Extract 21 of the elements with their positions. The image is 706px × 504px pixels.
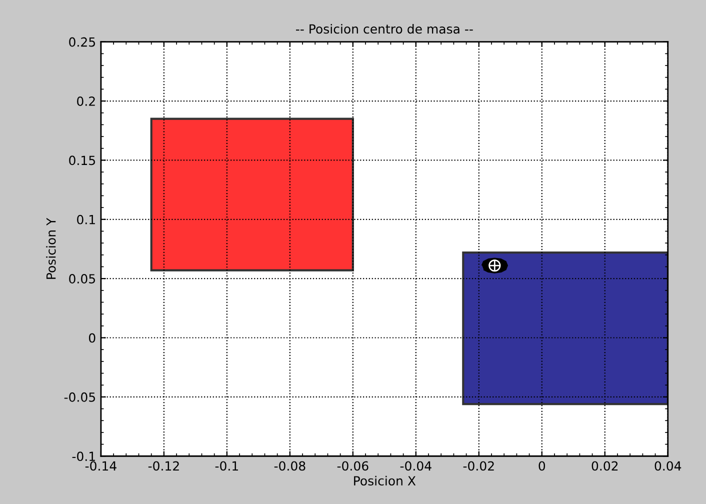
- x-tick-label: -0.14: [85, 461, 116, 471]
- y-tick-label: 0.2: [77, 96, 95, 106]
- y-tick-label: 0.25: [69, 37, 96, 47]
- y-tick-label: 0.05: [69, 274, 96, 284]
- y-tick-label: 0.15: [69, 156, 96, 166]
- x-tick-label: -0.04: [400, 461, 432, 471]
- x-tick-label: -0.12: [148, 461, 179, 471]
- y-tick-label: 0: [88, 333, 96, 343]
- y-tick-label: 0.1: [77, 214, 95, 224]
- x-tick-label: 0.02: [592, 461, 618, 471]
- x-tick-label: -0.08: [274, 461, 306, 471]
- chart-title: -- Posicion centro de masa --: [296, 24, 473, 34]
- y-axis-title: Posicion Y: [46, 218, 56, 279]
- x-tick-label: -0.02: [463, 461, 494, 471]
- x-tick-label: 0.04: [654, 461, 682, 471]
- y-tick-label: -0.05: [64, 392, 96, 402]
- x-tick-label: -0.06: [337, 461, 368, 471]
- x-axis-title: Posicion X: [354, 476, 416, 486]
- x-tick-label: -0.1: [215, 461, 238, 471]
- y-tick-label: -0.1: [72, 452, 95, 462]
- x-tick-label: 0: [538, 461, 546, 471]
